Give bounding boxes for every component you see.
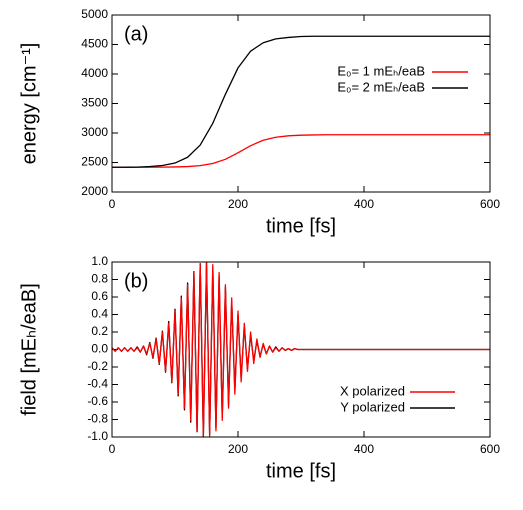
y-tick-label: -0.2: [87, 359, 108, 373]
y-tick-label: 1.0: [91, 254, 108, 268]
y-tick-label: 5000: [81, 7, 108, 21]
data-line: [111, 261, 490, 437]
x-tick-label: 400: [354, 197, 374, 211]
legend-label: X polarized: [340, 383, 405, 398]
panel-label: (b): [124, 270, 148, 292]
x-tick-label: 0: [109, 197, 116, 211]
y-axis-label: energy [cm⁻¹]: [18, 43, 40, 165]
y-tick-label: -1.0: [87, 429, 108, 443]
x-tick-label: 200: [228, 442, 248, 456]
y-tick-label: 0.2: [91, 324, 108, 338]
y-tick-label: 3500: [81, 96, 108, 110]
legend-label: E₀= 2 mEₕ/eaB: [337, 79, 425, 94]
y-tick-label: 4500: [81, 37, 108, 51]
x-tick-label: 600: [480, 442, 500, 456]
y-tick-label: 0.0: [91, 342, 108, 356]
x-tick-label: 400: [354, 442, 374, 456]
y-tick-label: -0.4: [87, 377, 108, 391]
data-line: [112, 134, 490, 168]
y-tick-label: -0.8: [87, 412, 108, 426]
y-tick-label: 4000: [81, 66, 108, 80]
legend-label: E₀= 1 mEₕ/eaB: [337, 63, 425, 78]
x-tick-label: 600: [480, 197, 500, 211]
y-tick-label: 2000: [81, 184, 108, 198]
y-tick-label: -0.6: [87, 394, 108, 408]
y-tick-label: 0.6: [91, 289, 108, 303]
x-tick-label: 0: [109, 442, 116, 456]
y-tick-label: 3000: [81, 125, 108, 139]
plot-frame: [111, 14, 491, 193]
data-line: [112, 35, 490, 168]
plot-frame: [111, 261, 491, 438]
panel-label: (a): [124, 23, 148, 45]
legend-label: Y polarized: [340, 399, 405, 414]
y-tick-label: 0.8: [91, 272, 108, 286]
y-axis-label: field [mEₕ/eaB]: [18, 283, 40, 416]
x-tick-label: 200: [228, 197, 248, 211]
y-tick-label: 0.4: [91, 307, 108, 321]
y-tick-label: 2500: [81, 155, 108, 169]
x-axis-label: time [fs]: [266, 215, 336, 237]
x-axis-label: time [fs]: [266, 460, 336, 482]
